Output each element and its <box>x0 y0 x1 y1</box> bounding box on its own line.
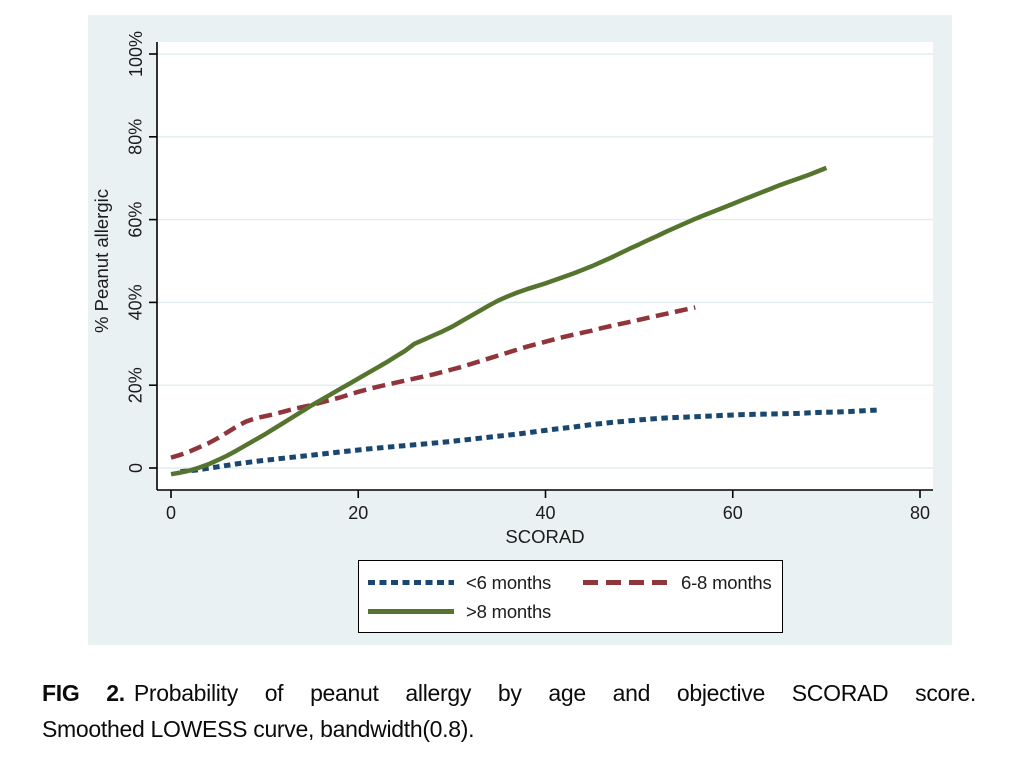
legend-item-lt6-months: <6 months <box>368 572 583 594</box>
series-lt6-months <box>180 407 879 475</box>
legend-line-lt6-months-icon <box>368 580 454 585</box>
x-tick-label: 20 <box>348 503 368 523</box>
y-axis-title: % Peanut allergic <box>91 189 112 333</box>
figure-caption: FIG 2. Probability of peanut allergy by a… <box>42 676 976 747</box>
figure-label: FIG 2. <box>42 680 125 706</box>
y-tick-label: 60% <box>126 202 146 238</box>
lowess-chart: 0 20% 40% 60% 80% 100% 0 20 40 60 80 SCORAD % Peanut… <box>91 31 933 547</box>
y-tick-label: 0 <box>126 463 146 473</box>
plot-area <box>157 42 933 490</box>
legend-label-lt6-months: <6 months <box>466 571 552 593</box>
legend-row-1: <6 months 6-8 months <box>359 568 782 597</box>
x-axis-title: SCORAD <box>505 526 584 547</box>
x-tick-label: 40 <box>535 503 555 523</box>
legend-line-6-8-months-icon <box>583 580 669 585</box>
legend-label-gt8-months: >8 months <box>466 600 552 622</box>
caption-text-1: Probability of peanut allergy by age and… <box>133 680 976 706</box>
x-tick-label: 80 <box>910 503 930 523</box>
y-tick-label: 20% <box>126 367 146 403</box>
series-gt8-months <box>170 165 828 477</box>
legend-line-gt8-months-icon <box>368 609 454 614</box>
caption-text-2: Smoothed LOWESS curve, bandwidth(0.8). <box>42 715 475 742</box>
y-tick-label: 100% <box>126 31 146 77</box>
legend-row-2: >8 months <box>359 597 782 626</box>
caption-line-1: FIG 2. Probability of peanut allergy by a… <box>42 676 976 712</box>
caption-line-2: Smoothed LOWESS curve, bandwidth(0.8). <box>42 712 976 748</box>
series-6-8-months <box>170 305 696 460</box>
y-tick-label: 40% <box>126 284 146 320</box>
legend-item-gt8-months: >8 months <box>368 601 583 623</box>
legend: <6 months 6-8 months >8 months <box>358 560 783 633</box>
legend-label-6-8-months: 6-8 months <box>681 571 772 593</box>
legend-item-6-8-months: 6-8 months <box>583 572 772 594</box>
y-tick-label: 80% <box>126 119 146 155</box>
x-tick-label: 0 <box>166 503 176 523</box>
x-tick-label: 60 <box>723 503 743 523</box>
chart-panel: 0 20% 40% 60% 80% 100% 0 20 40 60 80 SCORAD % Peanut… <box>88 15 952 645</box>
